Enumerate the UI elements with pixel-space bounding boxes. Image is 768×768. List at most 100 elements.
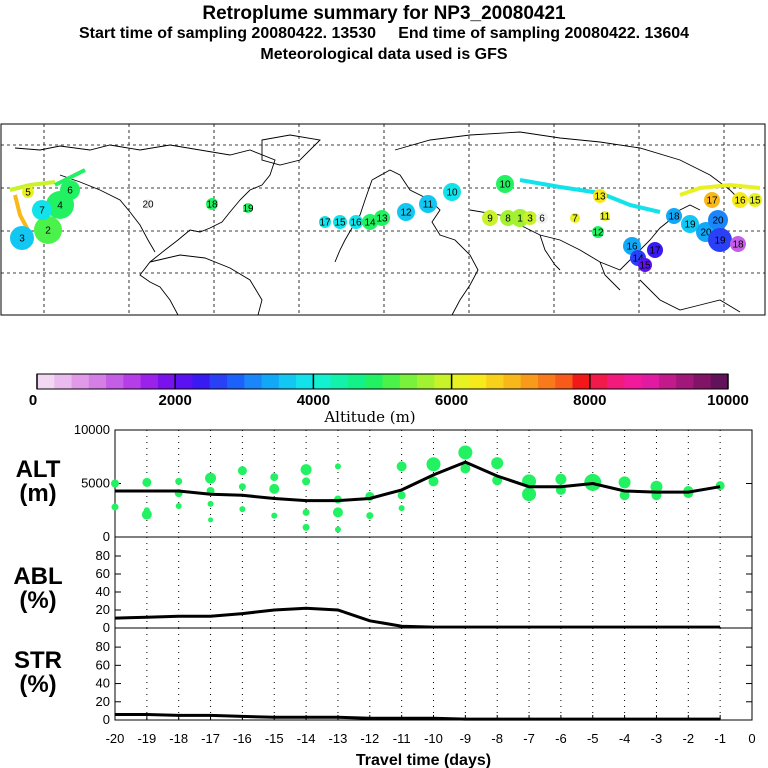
altitude-scatter-point bbox=[491, 457, 504, 470]
altitude-scatter-point bbox=[332, 507, 343, 518]
altitude-scatter-point bbox=[208, 517, 214, 523]
map-marker-label: 19 bbox=[684, 220, 696, 231]
colorbar-swatch bbox=[451, 374, 470, 389]
x-tick-label: -7 bbox=[523, 731, 535, 746]
colorbar-swatch bbox=[624, 374, 643, 389]
colorbar-swatch bbox=[347, 374, 366, 389]
colorbar-label: Altitude (m) bbox=[323, 408, 415, 426]
panel-ylabel-line: (%) bbox=[19, 671, 56, 698]
altitude-scatter-point bbox=[715, 481, 725, 491]
altitude-scatter-point bbox=[175, 477, 183, 485]
y-tick-label: 0 bbox=[103, 620, 110, 635]
map-marker: 10 bbox=[443, 183, 461, 201]
map-marker: 12 bbox=[592, 226, 604, 239]
colorbar-swatch bbox=[468, 374, 487, 389]
colorbar-swatch bbox=[555, 374, 574, 389]
x-tick-label: -8 bbox=[491, 731, 503, 746]
panel-ylabel-line: ABL bbox=[13, 563, 62, 590]
colorbar-swatch bbox=[607, 374, 625, 389]
panel-frame bbox=[114, 536, 753, 629]
map-marker: 13 bbox=[593, 189, 607, 203]
map-marker-label: 5 bbox=[25, 188, 31, 199]
y-tick-label: 20 bbox=[96, 694, 110, 709]
map-marker-dot bbox=[32, 200, 52, 220]
y-tick-label: 20 bbox=[96, 602, 110, 617]
map-marker-dot bbox=[666, 208, 682, 224]
altitude-scatter-point bbox=[522, 487, 537, 502]
map-marker-dot bbox=[570, 213, 580, 223]
x-tick-label: -2 bbox=[683, 731, 695, 746]
colorbar-swatch bbox=[572, 374, 591, 389]
map-marker: 2 bbox=[34, 216, 62, 244]
map-marker-label: 18 bbox=[732, 240, 744, 251]
altitude-scatter-point bbox=[302, 523, 310, 531]
map-marker-dot bbox=[592, 226, 604, 238]
map-marker-label: 7 bbox=[39, 206, 45, 217]
altitude-scatter-point bbox=[300, 464, 312, 476]
altitude-scatter-point bbox=[270, 473, 279, 482]
altitude-scatter-point bbox=[460, 463, 471, 474]
altitude-scatter-point bbox=[111, 479, 119, 488]
map-marker-dot bbox=[10, 226, 34, 250]
y-tick-label: 60 bbox=[96, 657, 110, 672]
altitude-scatter-point bbox=[650, 480, 663, 493]
altitude-scatter-point bbox=[398, 505, 405, 512]
colorbar-swatch bbox=[123, 374, 142, 389]
colorbar-swatch bbox=[589, 374, 608, 389]
map-marker: 9 bbox=[482, 210, 498, 226]
map-marker-dot bbox=[748, 193, 762, 207]
map-marker-label: 17 bbox=[649, 246, 661, 257]
map-marker: 18 bbox=[666, 208, 682, 224]
x-tick-label: -18 bbox=[169, 731, 188, 746]
map-marker-label: 13 bbox=[594, 192, 606, 203]
map-marker-label: 20 bbox=[712, 216, 724, 227]
colorbar-swatch bbox=[641, 374, 660, 389]
altitude-scatter-point bbox=[175, 502, 182, 509]
y-tick-label: 40 bbox=[96, 584, 110, 599]
map-marker-dot bbox=[523, 211, 537, 225]
map-marker: 3 bbox=[10, 226, 34, 250]
altitude-scatter-point bbox=[334, 463, 341, 470]
panel-ylabel-line: (m) bbox=[19, 480, 56, 507]
x-tick-label: -19 bbox=[137, 731, 156, 746]
x-tick-label: -13 bbox=[329, 731, 348, 746]
map-marker-label: 19 bbox=[242, 204, 254, 215]
map-marker-dot bbox=[638, 258, 652, 272]
map-marker-label: 1 bbox=[517, 214, 523, 225]
colorbar-swatch bbox=[399, 374, 418, 389]
map-marker: 17 bbox=[704, 192, 720, 208]
map-marker-dot bbox=[647, 242, 663, 258]
map-marker-dot bbox=[704, 192, 720, 208]
map-marker-label: 18 bbox=[668, 212, 680, 223]
map-marker-label: 9 bbox=[487, 214, 493, 225]
altitude-scatter-point bbox=[271, 512, 278, 519]
map-marker-label: 16 bbox=[734, 196, 746, 207]
map-marker-label: 12 bbox=[400, 208, 412, 219]
map-marker-dot bbox=[511, 209, 529, 227]
colorbar-swatch bbox=[434, 374, 453, 389]
colorbar-swatch bbox=[106, 374, 124, 389]
x-tick-label: -3 bbox=[651, 731, 663, 746]
map-marker-label: 15 bbox=[639, 261, 651, 272]
altitude-scatter-point bbox=[619, 490, 630, 501]
map-marker-label: 12 bbox=[592, 228, 604, 239]
x-tick-label: -14 bbox=[297, 731, 316, 746]
colorbar-tick-label: 2000 bbox=[159, 392, 192, 409]
map-marker-label: 3 bbox=[19, 234, 25, 245]
altitude-scatter-point bbox=[302, 477, 311, 486]
map-marker-label: 6 bbox=[67, 186, 73, 197]
altitude-scatter-point bbox=[207, 500, 214, 507]
map-marker: 6 bbox=[536, 212, 548, 225]
altitude-scatter-point bbox=[238, 483, 246, 491]
map-marker-label: 15 bbox=[749, 196, 761, 207]
colorbar-swatch bbox=[209, 374, 228, 389]
trajectory-segment-yellow bbox=[9, 180, 56, 192]
map-marker-label: 20 bbox=[142, 200, 154, 211]
map-marker-dot bbox=[22, 186, 34, 198]
map-marker-dot bbox=[349, 215, 363, 229]
map-marker-dot bbox=[206, 198, 218, 210]
map-marker-dot bbox=[593, 189, 607, 203]
map-marker: 20 bbox=[142, 199, 154, 211]
map-marker: 3 bbox=[523, 211, 537, 225]
